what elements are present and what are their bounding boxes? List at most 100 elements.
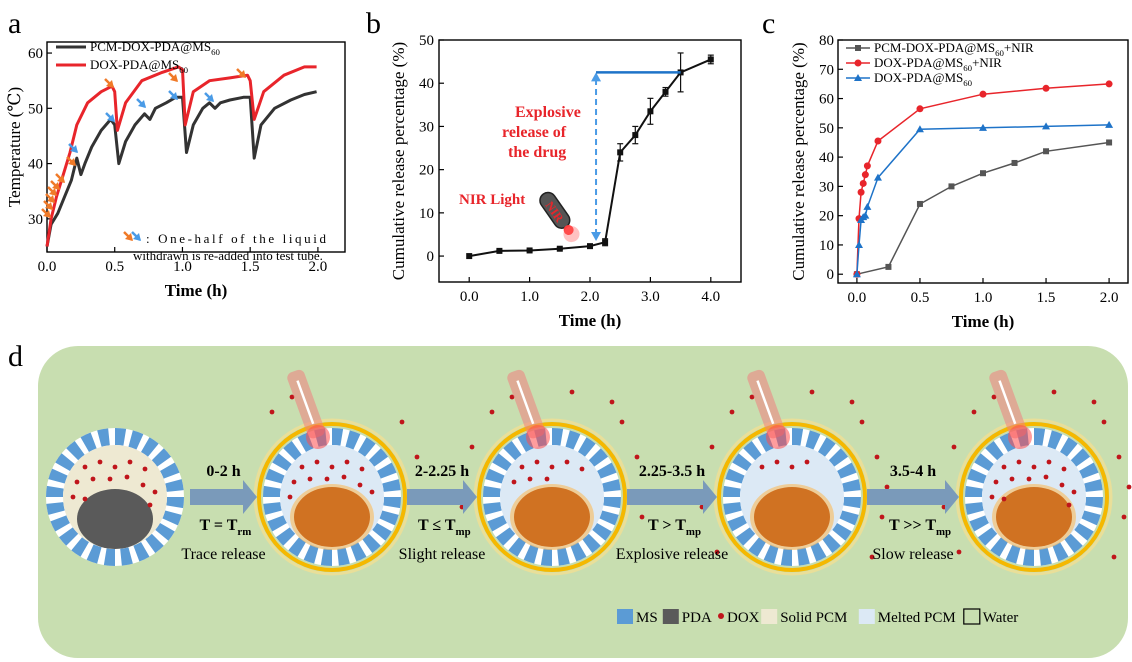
annotation-line-3: the drug	[508, 144, 566, 161]
orange-arrow-icon	[47, 186, 57, 196]
orange-arrow-icon	[55, 173, 65, 183]
y-tick-label: 10	[419, 206, 434, 222]
ms-block	[115, 428, 127, 446]
dox-dot	[97, 459, 103, 465]
annotation-line-2: release of	[502, 124, 567, 141]
data-point	[854, 74, 862, 81]
nir-light-label: NIR Light	[459, 192, 525, 208]
ms-block	[732, 453, 752, 471]
data-point	[874, 137, 882, 145]
ms-block	[48, 468, 68, 484]
ms-block	[602, 479, 621, 492]
x-tick-label: 0.0	[460, 289, 479, 305]
y-tick-label: 30	[819, 179, 834, 195]
released-dox-dot	[1101, 419, 1107, 425]
y-tick-label: 70	[819, 62, 834, 78]
data-point	[662, 88, 669, 95]
data-point	[1042, 122, 1051, 130]
ms-block	[965, 502, 984, 515]
dox-dot	[1026, 476, 1032, 482]
released-dox-dot	[884, 484, 890, 490]
dox-dot	[112, 464, 118, 470]
panel-label-d: d	[8, 340, 23, 373]
ms-block	[165, 479, 184, 492]
x-tick-label: 0.5	[911, 290, 930, 306]
y-tick-label: 0	[427, 249, 435, 265]
ms-block	[58, 527, 79, 546]
dox-dot	[789, 464, 795, 470]
dox-dot	[549, 464, 555, 470]
ms-block	[485, 468, 505, 484]
arrow-head	[138, 100, 146, 108]
data-point	[617, 149, 624, 156]
panel-d-diagram: 0-2 h T = Trm Trace release 2-2.25 h T ≤ Tmp…	[38, 346, 1132, 658]
legend-label-1: DOX-PDA@MS60	[90, 57, 189, 75]
dox-dot	[341, 474, 347, 480]
data-point	[980, 170, 986, 177]
released-dox-dot	[879, 514, 885, 520]
ms-block	[597, 462, 617, 479]
released-dox-dot	[489, 409, 495, 415]
data-point	[1043, 148, 1050, 155]
dox-dot	[107, 476, 113, 482]
dox-dot	[82, 464, 88, 470]
y-axis-label: Temperature (℃)	[5, 87, 24, 207]
dox-dot	[519, 464, 525, 470]
legend-label-2: DOX-PDA@MS60	[874, 70, 973, 88]
data-point	[863, 162, 871, 170]
arrow-head	[49, 188, 57, 196]
released-dox-dot	[289, 394, 295, 400]
x-tick-label: 3.0	[641, 289, 660, 305]
ms-block	[552, 428, 564, 446]
nanoparticle	[699, 369, 890, 576]
data-point	[915, 125, 924, 133]
legend-water-swatch	[963, 608, 981, 625]
data-point	[859, 179, 867, 187]
dox-dot	[534, 459, 540, 465]
laser-core	[516, 380, 535, 425]
data-point	[861, 211, 870, 219]
orange-arrow-icon	[66, 156, 76, 166]
dox-dot	[1046, 459, 1052, 465]
released-dox-dot	[469, 444, 475, 450]
dox-dot	[1001, 464, 1007, 470]
arrow-head	[591, 72, 602, 82]
x-tick-label: 2.0	[581, 289, 600, 305]
dox-dot	[759, 464, 765, 470]
blue-arrow-icon	[204, 92, 214, 102]
dox-dot	[324, 476, 330, 482]
released-dox-dot	[951, 444, 957, 450]
data-point	[855, 45, 861, 51]
ms-block	[843, 497, 861, 509]
released-dox-dot	[1051, 389, 1057, 395]
ms-block	[523, 544, 539, 564]
arrow-head	[133, 233, 141, 241]
arrow-head	[206, 94, 214, 102]
dox-dot	[1031, 464, 1037, 470]
legend-label-0: PCM-DOX-PDA@MS60+NIR	[874, 40, 1034, 58]
released-dox-dot	[809, 389, 815, 395]
ms-block	[46, 502, 65, 515]
released-dox-dot	[956, 549, 962, 555]
heated-core	[294, 487, 370, 547]
dox-dot	[74, 479, 80, 485]
legend-label-ms: MS	[636, 610, 658, 626]
plot-frame	[46, 41, 346, 253]
ms-block	[160, 462, 180, 479]
ms-block	[358, 437, 376, 457]
dox-dot	[1009, 476, 1015, 482]
ms-block	[1039, 547, 1052, 566]
data-point	[587, 243, 593, 250]
ms-block	[828, 448, 849, 467]
dox-dot	[993, 479, 999, 485]
stage-arrow	[407, 480, 477, 514]
pda-core	[77, 489, 153, 549]
stage-temperature-2: T > Tmp	[648, 517, 701, 538]
ms-block	[71, 537, 89, 557]
released-dox-dot	[509, 394, 515, 400]
ms-block	[332, 428, 344, 446]
ms-block	[46, 485, 64, 497]
blue-arrow-icon	[168, 90, 178, 100]
arrow-head	[52, 182, 60, 190]
released-dox-dot	[609, 399, 615, 405]
